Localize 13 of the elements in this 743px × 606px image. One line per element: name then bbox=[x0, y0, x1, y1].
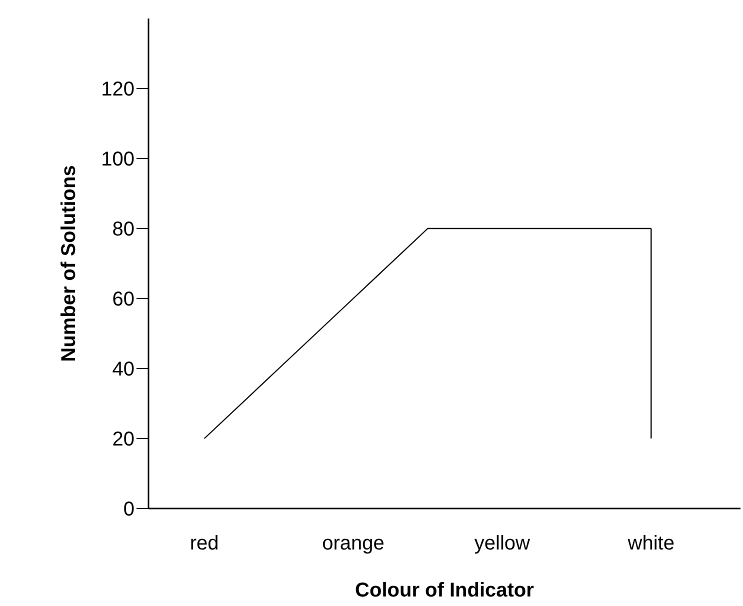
x-tick-label: yellow bbox=[474, 532, 531, 554]
x-tick-label: orange bbox=[322, 532, 384, 554]
x-tick-label: white bbox=[626, 532, 674, 554]
y-axis-title: Number of Solutions bbox=[58, 165, 80, 362]
y-tick-label: 120 bbox=[101, 78, 135, 100]
x-axis-title: Colour of Indicator bbox=[355, 580, 534, 602]
x-tick-label: red bbox=[190, 532, 219, 554]
y-tick-label: 40 bbox=[112, 358, 135, 380]
y-tick-label: 0 bbox=[123, 498, 134, 520]
y-tick-label: 100 bbox=[101, 148, 135, 170]
y-tick-label: 20 bbox=[112, 428, 135, 450]
y-tick-label: 60 bbox=[112, 288, 135, 310]
y-tick-label: 80 bbox=[112, 218, 135, 240]
